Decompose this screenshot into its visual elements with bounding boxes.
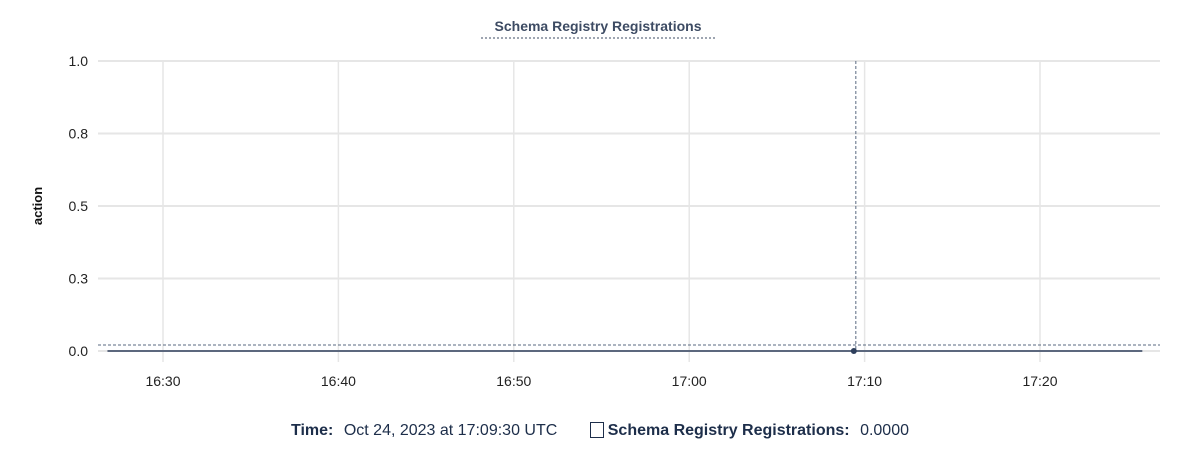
chart-title[interactable]: Schema Registry Registrations bbox=[495, 18, 702, 34]
y-tick-label: 1.0 bbox=[69, 53, 89, 69]
series-toggle-checkbox[interactable] bbox=[589, 422, 604, 438]
y-axis-label: action bbox=[30, 187, 45, 225]
x-tick-label: 17:20 bbox=[1022, 373, 1057, 389]
y-tick-label: 0.0 bbox=[69, 343, 89, 359]
x-tick-label: 17:00 bbox=[672, 373, 707, 389]
x-tick-label: 16:40 bbox=[321, 373, 356, 389]
y-tick-label: 0.8 bbox=[69, 126, 89, 142]
x-tick-label: 16:50 bbox=[496, 373, 531, 389]
x-tick-label: 16:30 bbox=[145, 373, 180, 389]
y-tick-label: 0.5 bbox=[69, 198, 89, 214]
x-tick-label: 17:10 bbox=[847, 373, 882, 389]
hover-legend: Time: Oct 24, 2023 at 17:09:30 UTC Schem… bbox=[0, 422, 1200, 440]
series-label: Schema Registry Registrations: bbox=[607, 422, 850, 439]
y-tick-label: 0.3 bbox=[69, 271, 89, 287]
time-label: Time: bbox=[290, 422, 334, 439]
series-value: 0.0000 bbox=[860, 422, 909, 439]
hover-point bbox=[850, 348, 857, 354]
time-value: Oct 24, 2023 at 17:09:30 UTC bbox=[343, 422, 558, 439]
